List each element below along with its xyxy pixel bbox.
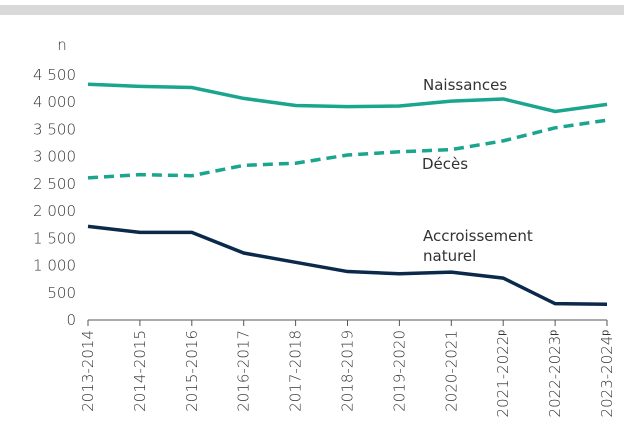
- series-line: [87, 82, 608, 114]
- x-tick-label: 2022-2023ᵖ: [546, 330, 564, 418]
- x-tick-label: 2017-2018: [287, 330, 305, 412]
- y-tick-label: 3 500: [33, 120, 76, 138]
- y-tick-label: 4 500: [33, 66, 76, 84]
- y-tick-label: 500: [47, 284, 76, 302]
- x-tick-label: 2016-2017: [235, 330, 253, 412]
- series-label: Naissances: [423, 76, 508, 94]
- y-tick-label: 1 000: [33, 257, 76, 275]
- y-tick-label: 3 000: [33, 148, 76, 166]
- y-axis-label: n: [57, 36, 67, 54]
- x-tick-label: 2020-2021: [442, 330, 460, 412]
- series-line: [87, 224, 608, 306]
- y-tick-label: 0: [66, 311, 76, 329]
- series-label: Accroissement naturel: [423, 227, 533, 265]
- header-bar: [0, 5, 624, 15]
- y-tick-label: 1 500: [33, 229, 76, 247]
- y-tick-label: 2 000: [33, 202, 76, 220]
- series-label: Décès: [422, 155, 469, 173]
- x-tick-label: 2019-2020: [390, 330, 408, 412]
- x-tick-label: 2021-2022ᵖ: [494, 330, 512, 418]
- y-tick-label: 2 500: [33, 175, 76, 193]
- x-tick-label: 2015-2016: [183, 330, 201, 412]
- y-tick-label: 4 000: [33, 93, 76, 111]
- x-tick-label: 2013-2014: [79, 330, 97, 412]
- x-tick-label: 2014-2015: [131, 330, 149, 412]
- x-tick-label: 2023-2024ᵖ: [598, 330, 616, 418]
- series-line: [87, 118, 608, 180]
- x-tick-label: 2018-2019: [339, 330, 357, 412]
